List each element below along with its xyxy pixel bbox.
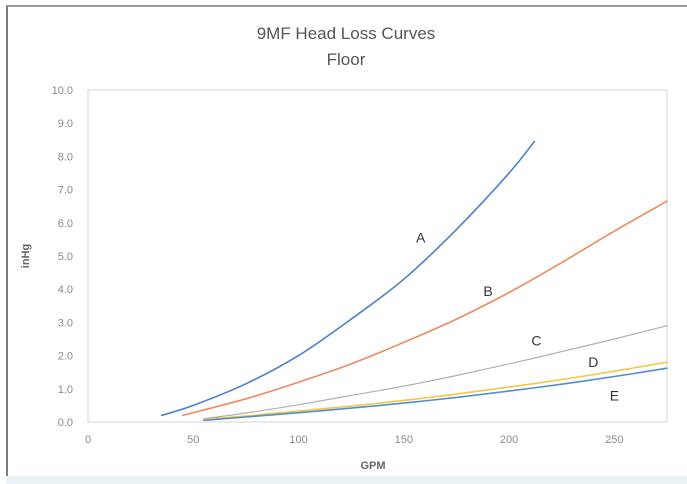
y-tick-label: 1.0 bbox=[58, 384, 73, 396]
y-tick-label: 2.0 bbox=[58, 351, 73, 363]
chart-subtitle: Floor bbox=[327, 50, 366, 69]
y-tick-label: 0.0 bbox=[58, 417, 73, 429]
curve-label-d: D bbox=[588, 354, 598, 370]
x-tick-label: 0 bbox=[85, 434, 91, 446]
x-tick-label: 250 bbox=[605, 434, 623, 446]
x-axis-title: GPM bbox=[360, 460, 385, 472]
chart-marks: 0.0 1.0 2.0 3.0 4.0 5.0 6.0 7.0 8.0 9.0 10.0 0 50 100… bbox=[52, 85, 668, 446]
series-line-c bbox=[203, 325, 668, 420]
series-line-b bbox=[181, 200, 668, 417]
y-tick-label: 8.0 bbox=[58, 151, 73, 163]
y-tick-label: 5.0 bbox=[58, 251, 73, 263]
plot-area-border bbox=[87, 89, 668, 423]
y-tick-label: 3.0 bbox=[58, 317, 73, 329]
x-tick-label: 200 bbox=[500, 434, 518, 446]
y-tick-label: 4.0 bbox=[58, 284, 73, 296]
x-tick-label: 150 bbox=[395, 434, 413, 446]
y-axis-title: inHg bbox=[20, 244, 32, 268]
x-tick-label: 50 bbox=[187, 434, 199, 446]
series-line-a bbox=[160, 140, 536, 417]
series-line-d bbox=[203, 361, 668, 421]
y-tick-label: 9.0 bbox=[58, 118, 73, 130]
curve-label-a: A bbox=[416, 230, 426, 246]
curve-label-b: B bbox=[483, 283, 492, 299]
y-tick-label: 7.0 bbox=[58, 185, 73, 197]
window-bottom-strip bbox=[6, 476, 687, 484]
x-tick-label: 100 bbox=[289, 434, 307, 446]
y-tick-label: 10.0 bbox=[52, 85, 73, 97]
curve-label-c: C bbox=[531, 333, 541, 349]
chart-title: 9MF Head Loss Curves bbox=[257, 24, 436, 43]
chart-frame bbox=[6, 5, 687, 484]
curve-label-e: E bbox=[610, 387, 619, 403]
y-tick-label: 6.0 bbox=[58, 218, 73, 230]
series-line-e bbox=[203, 367, 668, 422]
